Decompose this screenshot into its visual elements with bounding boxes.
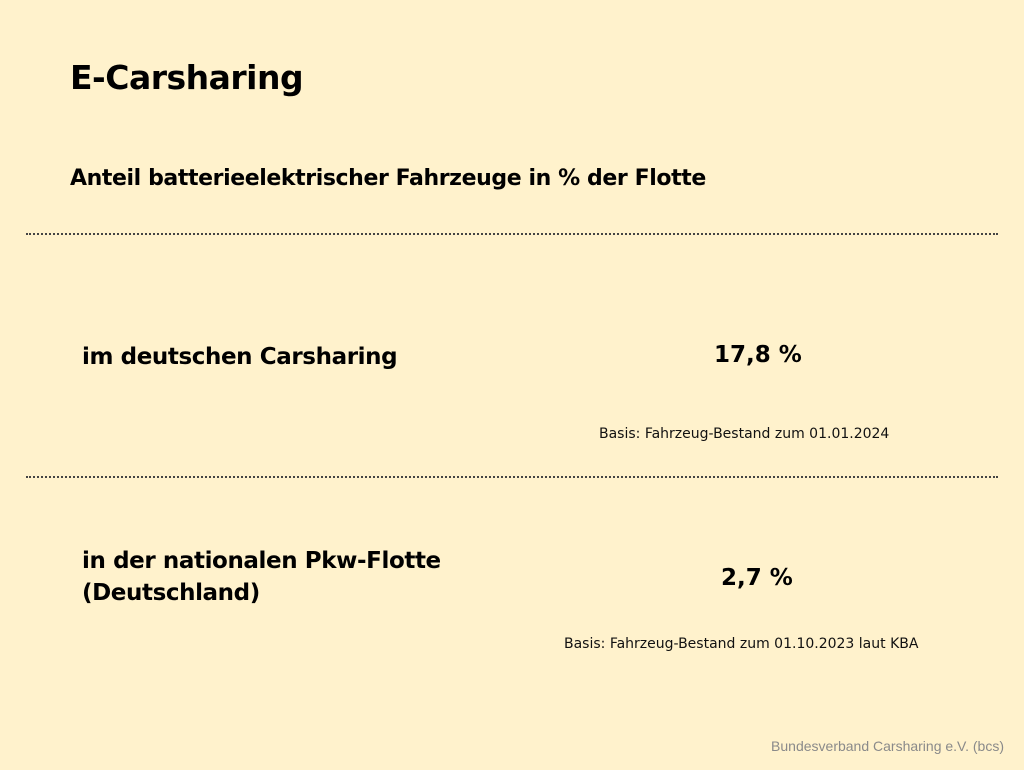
slide-title: E-Carsharing (70, 58, 304, 97)
row-label-carsharing: im deutschen Carsharing (82, 344, 398, 370)
row-basis-carsharing: Basis: Fahrzeug-Bestand zum 01.01.2024 (599, 426, 890, 442)
divider-top (26, 233, 998, 235)
row-value-carsharing: 17,8 % (714, 342, 802, 368)
row-basis-national-fleet: Basis: Fahrzeug-Bestand zum 01.10.2023 l… (564, 636, 919, 652)
footer-source: Bundesverband Carsharing e.V. (bcs) (771, 738, 1004, 754)
row-value-national-fleet: 2,7 % (721, 565, 793, 591)
row-label-national-fleet: in der nationalen Pkw-Flotte (Deutschlan… (82, 548, 441, 606)
divider-middle (26, 476, 998, 478)
slide-subtitle: Anteil batterieelektrischer Fahrzeuge in… (70, 166, 706, 191)
